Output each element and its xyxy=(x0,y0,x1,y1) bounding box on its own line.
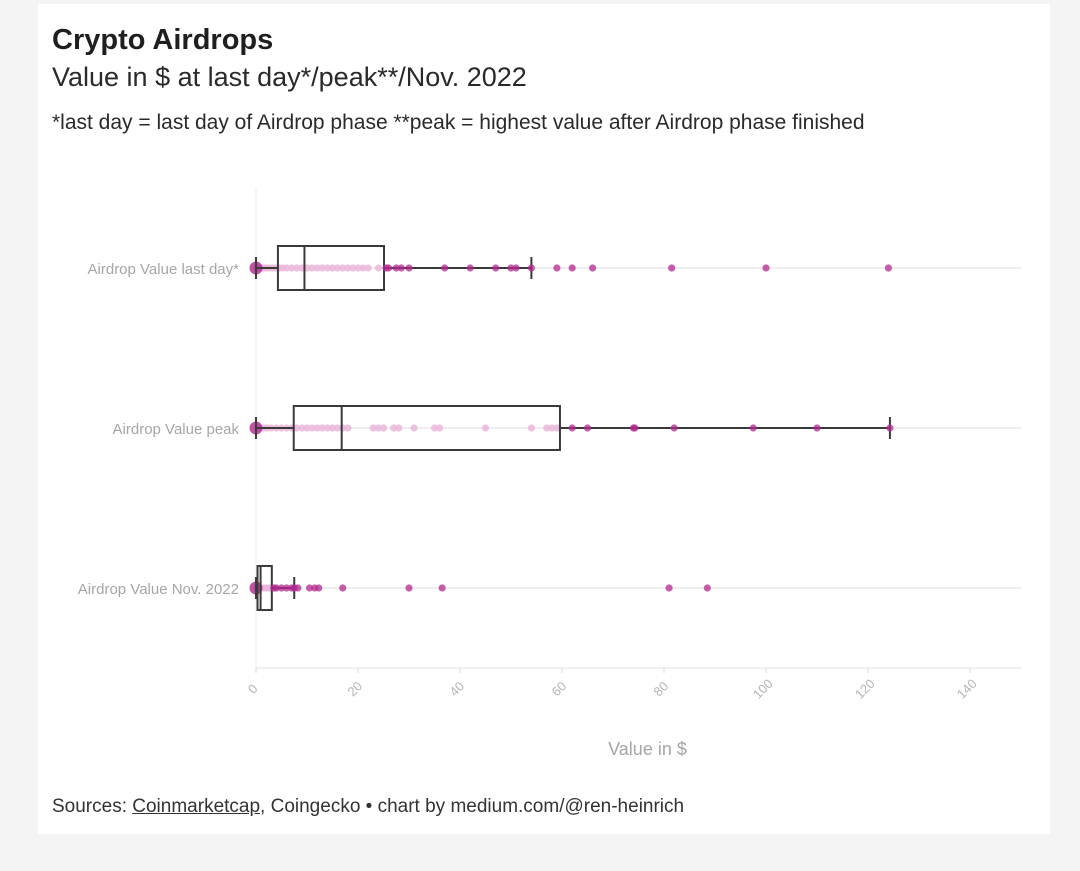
chart-footnote: *last day = last day of Airdrop phase **… xyxy=(52,111,865,134)
outlier-point xyxy=(397,264,405,272)
inner-point xyxy=(481,424,490,432)
outlier-point xyxy=(277,584,286,592)
x-tick-label: 140 xyxy=(954,676,980,702)
chart-card: Crypto Airdrops Value in $ at last day*/… xyxy=(38,4,1050,834)
x-tick-label: 80 xyxy=(650,678,671,699)
outlier-point xyxy=(405,584,413,592)
inner-point xyxy=(527,424,535,432)
outlier-point xyxy=(385,264,393,272)
inner-point xyxy=(364,264,372,272)
outlier-point xyxy=(315,584,323,592)
source-prefix: Sources: xyxy=(52,796,133,817)
inner-point xyxy=(548,424,556,432)
inner-point xyxy=(390,424,398,432)
outlier-point xyxy=(438,584,446,592)
inner-point xyxy=(318,424,326,432)
inner-point xyxy=(328,424,337,432)
x-tick-label: 60 xyxy=(548,678,569,699)
outlier-point xyxy=(703,584,711,592)
category-label: Airdrop Value last day* xyxy=(88,261,240,278)
outlier-point xyxy=(339,584,347,592)
inner-point xyxy=(283,264,291,272)
inner-point xyxy=(543,424,551,432)
source-link-coinmarketcap[interactable]: Coinmarketcap xyxy=(132,796,261,817)
inner-point xyxy=(553,424,561,432)
inner-point xyxy=(334,264,342,272)
inner-point xyxy=(313,424,321,432)
outlier-point xyxy=(568,424,576,432)
chart-subtitle: Value in $ at last day*/peak**/Nov. 2022 xyxy=(52,62,527,92)
outlier-point xyxy=(583,424,592,432)
inner-point xyxy=(369,424,377,432)
inner-point xyxy=(334,424,342,432)
outlier-point xyxy=(886,424,894,432)
inner-point xyxy=(323,424,331,432)
outlier-point xyxy=(405,264,413,272)
outlier-point xyxy=(294,584,302,592)
inner-point xyxy=(410,424,418,432)
outlier-point xyxy=(441,264,449,272)
outlier-point xyxy=(507,264,515,272)
inner-point xyxy=(374,424,382,432)
outlier-point xyxy=(492,264,500,272)
x-tick-label: 40 xyxy=(446,678,467,699)
inner-point xyxy=(293,264,301,272)
outlier-point xyxy=(749,424,757,432)
outlier-point xyxy=(665,584,673,592)
inner-point xyxy=(349,264,357,272)
outlier-point xyxy=(553,264,561,272)
inner-point xyxy=(430,424,439,432)
outlier-point xyxy=(272,584,280,592)
inner-point xyxy=(298,424,306,432)
source-rest: , Coingecko • chart by medium.com/@ren-h… xyxy=(260,796,685,817)
x-tick-label: 0 xyxy=(245,681,261,697)
outlier-point xyxy=(670,424,678,432)
outlier-point xyxy=(305,584,314,592)
chart-title: Crypto Airdrops xyxy=(52,24,274,56)
category-label: Airdrop Value Nov. 2022 xyxy=(78,581,239,598)
inner-point xyxy=(379,424,388,432)
inner-point xyxy=(288,264,296,272)
outlier-point xyxy=(813,424,821,432)
inner-point xyxy=(303,424,311,432)
x-tick-label: 20 xyxy=(344,678,365,699)
outlier-point xyxy=(762,264,770,272)
category-label: Airdrop Value peak xyxy=(113,421,240,438)
outlier-point xyxy=(568,264,576,272)
inner-point xyxy=(354,264,362,272)
box-plot: 0 20 40 60 80 100 120 140 Value in $ Airdrop Valu… xyxy=(78,188,1021,759)
inner-point xyxy=(436,424,444,432)
outlier-point xyxy=(589,264,597,272)
inner-point xyxy=(308,424,316,432)
inner-point xyxy=(313,264,321,272)
x-tick-label: 120 xyxy=(852,676,878,702)
inner-point xyxy=(308,264,316,272)
inner-point xyxy=(344,264,352,272)
box-iqr xyxy=(292,405,561,451)
inner-point xyxy=(359,264,367,272)
outlier-point xyxy=(884,264,893,272)
inner-point xyxy=(293,424,301,432)
inner-point xyxy=(374,264,382,272)
outlier-point xyxy=(392,264,400,272)
inner-point xyxy=(339,264,347,272)
inner-point xyxy=(318,264,326,272)
outlier-point xyxy=(527,264,535,272)
outlier-point xyxy=(466,264,474,272)
x-tick-label: 100 xyxy=(750,676,776,702)
inner-point xyxy=(323,264,331,272)
outlier-point xyxy=(283,584,291,592)
inner-point xyxy=(395,424,403,432)
inner-point xyxy=(328,264,337,272)
inner-point xyxy=(344,424,352,432)
outlier-point xyxy=(668,264,676,272)
x-axis-title: Value in $ xyxy=(608,739,687,759)
source-footer: Sources: Coinmarketcap, Coingecko • char… xyxy=(52,796,684,818)
outlier-point xyxy=(512,264,520,272)
outlier-point xyxy=(631,424,639,432)
